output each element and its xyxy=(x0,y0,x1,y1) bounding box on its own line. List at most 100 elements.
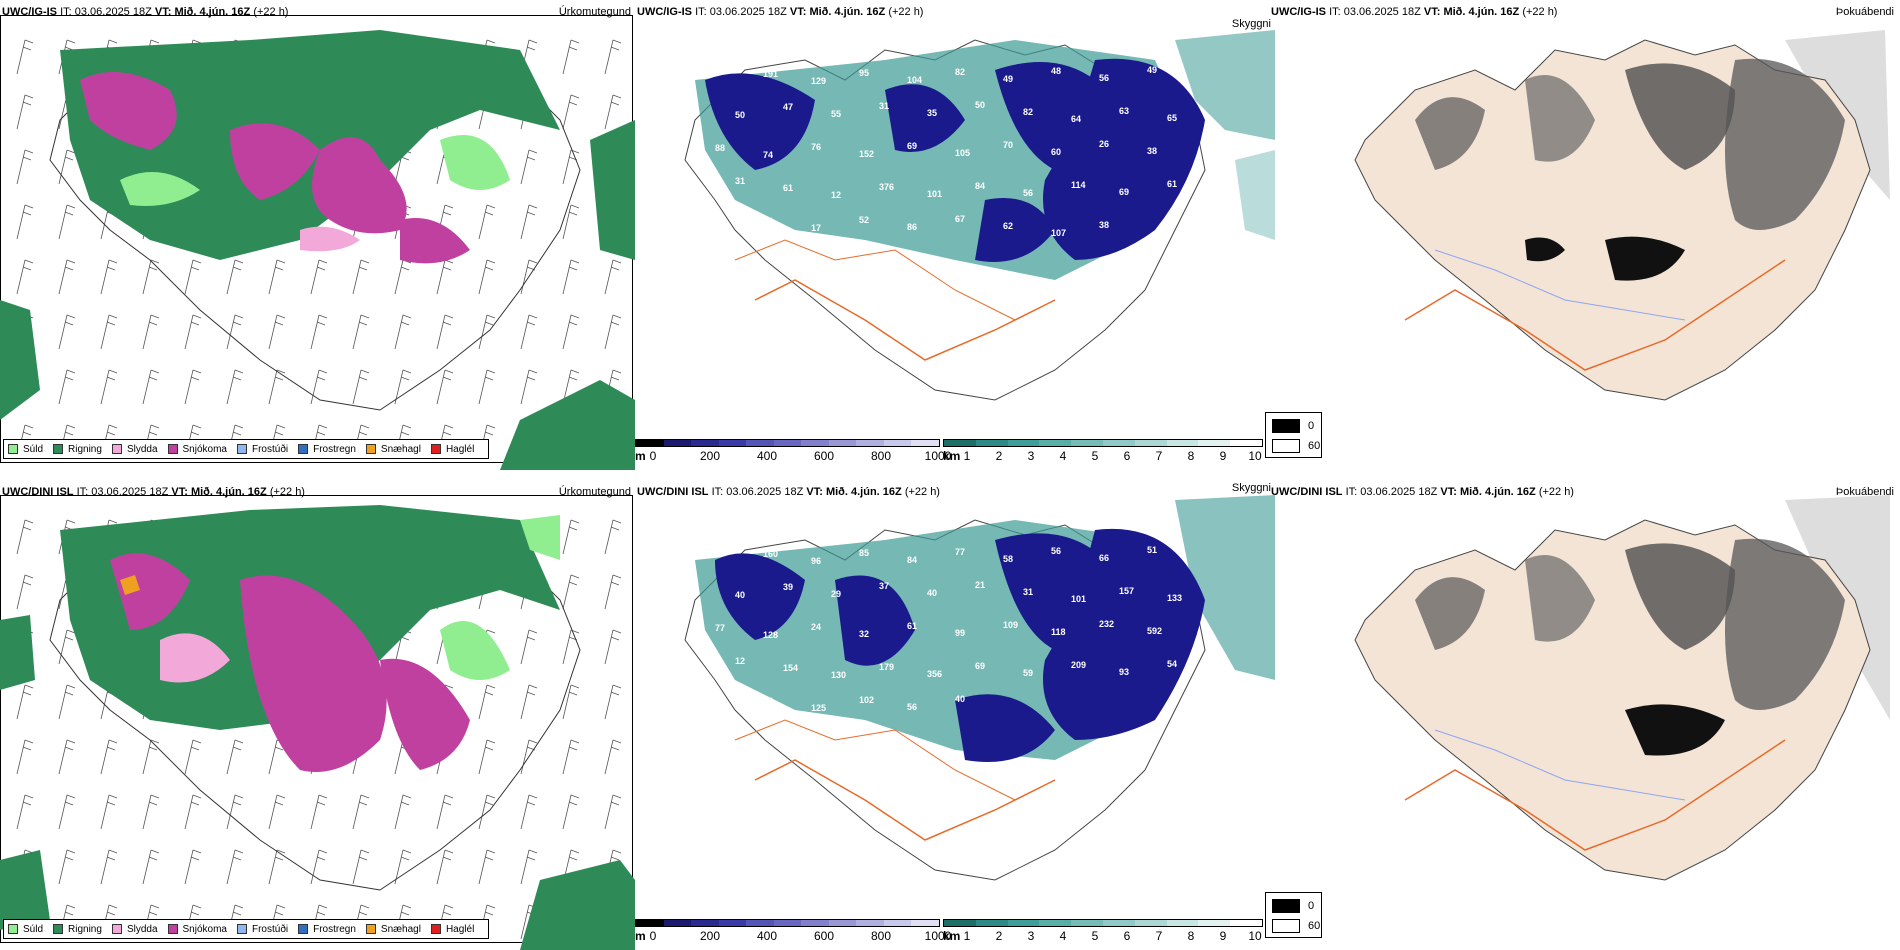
visibility-unit: km xyxy=(943,929,961,943)
fog-map-row2[interactable] xyxy=(1265,480,1900,950)
legend-item: Rigning xyxy=(53,444,102,455)
wind-barb xyxy=(562,519,580,555)
cloud-base-label: 157 xyxy=(1119,586,1134,596)
wind-barb xyxy=(394,849,412,885)
cloud-base-label: 31 xyxy=(1023,587,1033,597)
wind-barb xyxy=(268,849,286,885)
cloud-base-label: 101 xyxy=(1071,594,1086,604)
variable-name: Þokuábendi xyxy=(1835,6,1894,18)
cloud-base-label: 39 xyxy=(783,582,793,592)
legend-item: Snjókoma xyxy=(167,444,227,455)
wind-barb xyxy=(184,849,202,885)
wind-barb xyxy=(184,794,202,830)
cloud-map-row1[interactable]: 1551911299510482494856495047553135508264… xyxy=(635,0,1275,470)
wind-barb xyxy=(100,794,118,830)
colorbar-tick-label: 1000 xyxy=(924,449,952,463)
cloud-base-label: 56 xyxy=(1099,73,1109,83)
cloud-base-label: 12 xyxy=(831,190,841,200)
cloud-base-label: 191 xyxy=(763,69,778,79)
legend-item: Rigning xyxy=(53,924,102,935)
wind-barb xyxy=(604,629,622,665)
fog-map-row1[interactable] xyxy=(1265,0,1900,470)
precip-panel-row1: UWC/IG-IS IT: 03.06.2025 18Z VT: Mið. 4.… xyxy=(0,0,635,470)
cloud-base-label: 160 xyxy=(763,549,778,559)
cloud-base-label: 70 xyxy=(1003,140,1013,150)
visibility-colorbar: km 1 2 3 4 5 6 7 8 9 10 xyxy=(943,919,1263,947)
wind-barb xyxy=(394,259,412,295)
cloud-map-row2[interactable]: 1341609685847758566651403929374021311011… xyxy=(635,480,1275,950)
wind-barb xyxy=(394,794,412,830)
wind-barb xyxy=(520,794,538,830)
fog-legend: 0 60 xyxy=(1265,412,1322,458)
cloud-base-label: 84 xyxy=(975,181,985,191)
cloud-base-label: 29 xyxy=(831,589,841,599)
cloud-base-label: 31 xyxy=(879,101,889,111)
legend-label: Frostregn xyxy=(313,443,356,455)
panel-header: UWC/IG-IS IT: 03.06.2025 18Z VT: Mið. 4.… xyxy=(1271,6,1558,18)
wind-barb xyxy=(16,149,34,185)
cloud-base-label: 62 xyxy=(1003,221,1013,231)
wind-barb xyxy=(604,259,622,295)
legend-label: Súld xyxy=(23,443,44,455)
wind-barb xyxy=(184,314,202,350)
wind-barb xyxy=(58,259,76,295)
panel-header: UWC/DINI ISL IT: 03.06.2025 18Z VT: Mið.… xyxy=(637,486,940,498)
wind-barb xyxy=(226,259,244,295)
wind-barb xyxy=(478,794,496,830)
cloud-base-label: 107 xyxy=(1051,228,1066,238)
legend-label: Slydda xyxy=(126,443,158,455)
wind-barb xyxy=(394,314,412,350)
cloud-base-label: 76 xyxy=(811,142,821,152)
cloud-base-label: 35 xyxy=(927,108,937,118)
wind-barb xyxy=(478,739,496,775)
cloud-base-label: 17 xyxy=(811,223,821,233)
wind-barb xyxy=(520,369,538,405)
colorbar-tick-label: 2 xyxy=(995,929,1003,943)
cloud-base-label: 129 xyxy=(811,76,826,86)
colorbar-tick-label: 1000 xyxy=(924,929,952,943)
wind-barb xyxy=(520,849,538,885)
cloud-base-label: 31 xyxy=(735,176,745,186)
wind-barb xyxy=(100,259,118,295)
precip-legend: Súld Rigning Slydda Snjókoma Frostúði Frostre… xyxy=(3,919,490,939)
legend-item: Frostregn xyxy=(298,924,356,935)
cloud-base-label: 88 xyxy=(715,143,725,153)
wind-barb xyxy=(184,739,202,775)
colorbar-tick-label: 1 xyxy=(963,929,971,943)
cloud-base-label: 56 xyxy=(907,702,917,712)
wind-barb xyxy=(352,369,370,405)
wind-barb xyxy=(436,849,454,885)
wind-barb xyxy=(16,574,34,610)
cloud-base-label: 12 xyxy=(735,656,745,666)
wind-barb xyxy=(520,314,538,350)
precip-map-row1[interactable] xyxy=(0,0,635,470)
cloud-base-label: 74 xyxy=(763,150,773,160)
cloud-base-label: 55 xyxy=(831,109,841,119)
legend-swatch xyxy=(298,444,309,454)
legend-swatch xyxy=(365,444,376,454)
colorbar-tick-label: 1 xyxy=(963,449,971,463)
panel-header: UWC/IG-IS IT: 03.06.2025 18Z VT: Mið. 4.… xyxy=(637,6,924,18)
precip-map-row2[interactable] xyxy=(0,480,635,950)
cloud-base-label: 104 xyxy=(907,75,922,85)
cloud-base-labels: 155 191 129 95 104 82 49 48 56 49 50 47 55 31 35 50 82 64… xyxy=(715,62,1177,238)
wind-barb xyxy=(310,849,328,885)
wind-barb xyxy=(310,369,328,405)
cloud-base-label: 99 xyxy=(955,628,965,638)
colorbar-tick-label: 4 xyxy=(1059,449,1067,463)
wind-barb xyxy=(604,314,622,350)
cloud-base-label: 50 xyxy=(975,100,985,110)
legend-swatch xyxy=(53,444,64,454)
wind-barb xyxy=(562,94,580,130)
legend-label: Snæhagl xyxy=(380,923,421,935)
colorbar-tick-label: 9 xyxy=(1219,449,1227,463)
cloud-base-label: 102 xyxy=(859,695,874,705)
cloud-base-label: 77 xyxy=(955,547,965,557)
legend-swatch xyxy=(365,924,376,934)
cloud-base-label: 32 xyxy=(859,629,869,639)
wind-barb xyxy=(16,259,34,295)
cloud-base-unit: m xyxy=(635,449,646,463)
wind-barb xyxy=(352,259,370,295)
cloud-base-label: 65 xyxy=(715,704,725,714)
wind-barb xyxy=(604,519,622,555)
